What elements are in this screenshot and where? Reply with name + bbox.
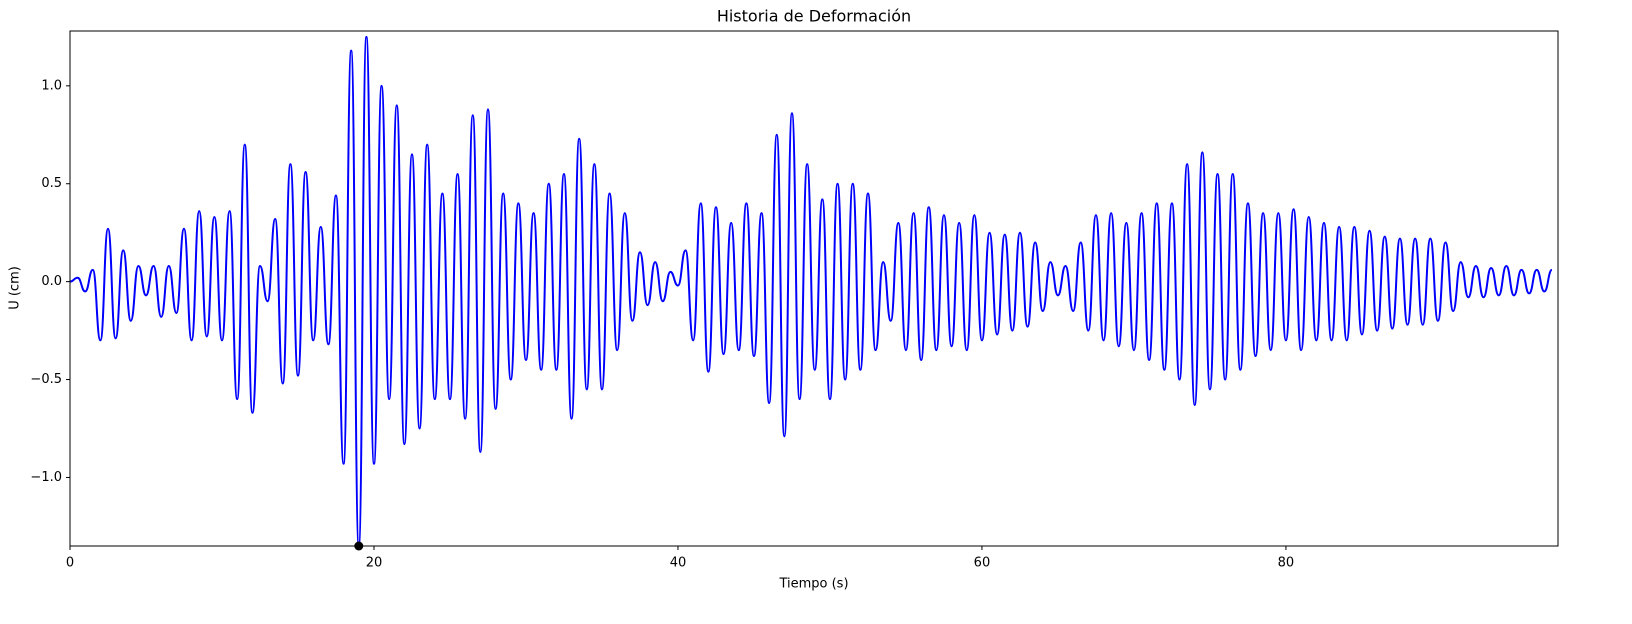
data-line (69, 35, 1553, 548)
x-tick-label: 40 (670, 556, 687, 571)
chart-title: Historia de Deformación (717, 7, 911, 26)
y-tick-label: −1.0 (30, 470, 62, 485)
x-tick-label: 60 (974, 556, 991, 571)
plot-frame (69, 30, 1559, 547)
y-tick-label: 1.0 (41, 78, 62, 93)
x-tick-label: 0 (66, 556, 74, 571)
x-tick-label: 80 (1278, 556, 1295, 571)
y-tick-label: 0.5 (41, 176, 62, 191)
y-tick-label: −0.5 (30, 372, 62, 387)
x-axis-label: Tiempo (s) (778, 577, 848, 592)
x-tick-label: 20 (366, 556, 383, 571)
y-axis-label: U (cm) (8, 266, 23, 310)
y-tick-label: 0.0 (41, 274, 62, 289)
